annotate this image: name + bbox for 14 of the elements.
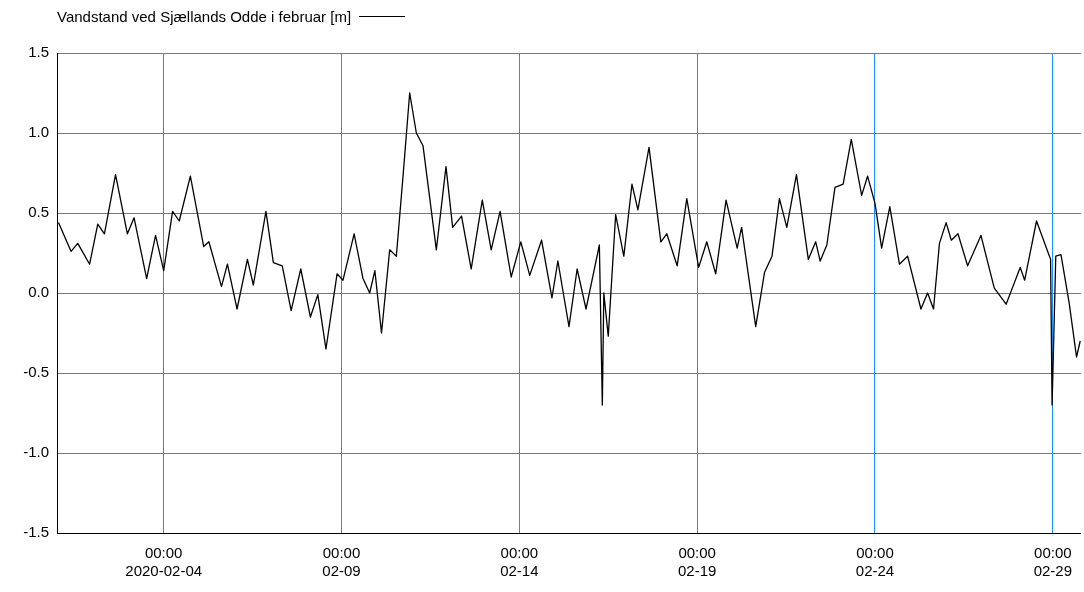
x-tick-label: 00:00 02-19 xyxy=(677,544,717,580)
y-tick-label: 0.5 xyxy=(28,203,49,221)
y-tick-label: 1.5 xyxy=(28,43,49,61)
x-tick-label: 00:00 2020-02-04 xyxy=(125,544,203,580)
y-tick-label: 0.0 xyxy=(28,283,49,301)
y-tick-label: 1.0 xyxy=(28,123,49,141)
x-tick-label: 00:00 02-09 xyxy=(322,544,361,580)
y-tick-label: -1.5 xyxy=(23,523,49,541)
x-tick-label: 00:00 02-24 xyxy=(855,544,895,580)
y-tick-label: -0.5 xyxy=(23,363,49,381)
x-tick-label: 00:00 02-29 xyxy=(1033,544,1073,580)
x-tick-label: 00:00 02-14 xyxy=(500,544,539,580)
legend-label: Vandstand ved Sjællands Odde i februar [m] xyxy=(57,8,352,25)
y-tick-label: -1.0 xyxy=(23,443,49,461)
